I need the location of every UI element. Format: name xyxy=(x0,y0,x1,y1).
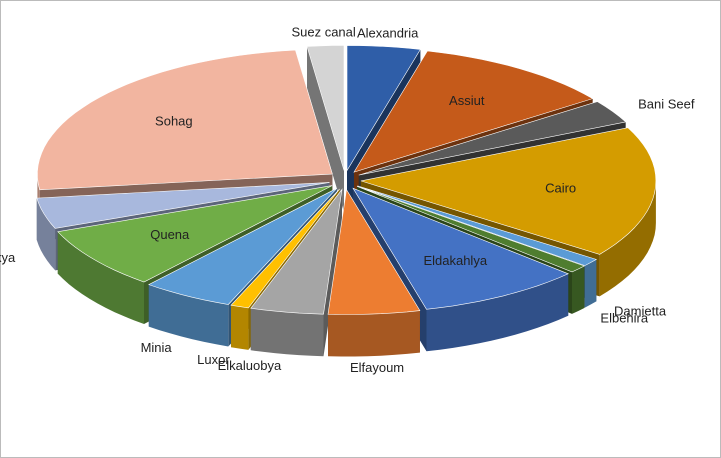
slice xyxy=(353,50,594,173)
slice xyxy=(352,187,569,310)
slice xyxy=(346,45,421,172)
slice xyxy=(57,185,333,283)
slice xyxy=(36,182,330,229)
slice-label: Luxor xyxy=(197,352,230,367)
slice-label: Minia xyxy=(141,340,173,355)
slice-side xyxy=(599,180,656,297)
slice xyxy=(148,188,338,305)
slice-side xyxy=(57,231,144,324)
slice-side xyxy=(148,284,229,347)
slice xyxy=(37,49,333,191)
slice-label: Eldakahlya xyxy=(423,253,487,268)
slice-label: Sharkya xyxy=(0,250,16,265)
slice xyxy=(306,45,345,171)
slice-side xyxy=(328,310,420,357)
slice-label: Alexandria xyxy=(357,25,419,40)
slice-label: Sohag xyxy=(155,113,193,128)
slice-side xyxy=(584,259,597,308)
slice xyxy=(327,188,421,315)
slice-wall xyxy=(307,46,344,213)
slice xyxy=(250,188,343,315)
slice-label: Elfayoum xyxy=(350,360,404,375)
slice-tops xyxy=(36,45,657,315)
slice xyxy=(356,186,586,273)
slice-label: Bani Seef xyxy=(638,97,695,112)
slice xyxy=(360,127,657,255)
slice xyxy=(358,101,627,176)
slice-label: Elbehira xyxy=(600,311,648,326)
slice-label: Assiut xyxy=(449,93,485,108)
slice-side xyxy=(426,273,569,352)
slice-label: Cairo xyxy=(545,180,576,195)
slice-label: Damietta xyxy=(614,304,667,319)
slice-side xyxy=(231,305,249,350)
slice-label: Suez canal xyxy=(291,25,355,40)
slice-side xyxy=(36,198,56,271)
slice-label: Elkaluobya xyxy=(218,358,282,373)
slice-label: Quena xyxy=(150,227,190,242)
slice xyxy=(230,188,340,309)
slice xyxy=(357,185,598,266)
slice-side xyxy=(250,308,324,357)
slice-side xyxy=(572,266,585,314)
